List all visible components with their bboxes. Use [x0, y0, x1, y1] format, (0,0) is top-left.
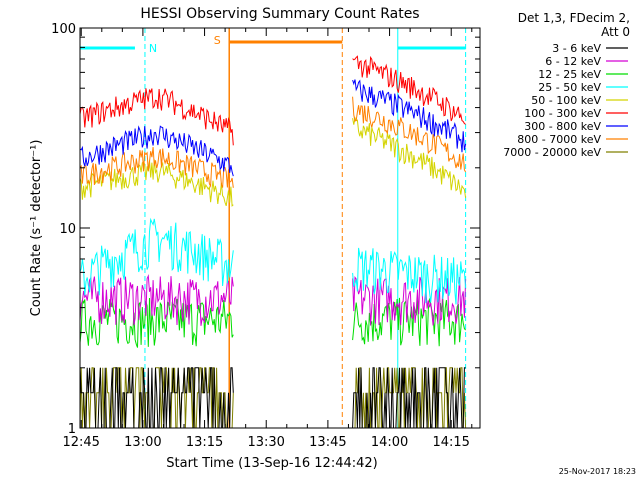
x-tick-label: 13:15 [186, 435, 223, 450]
series-line-6-1 [352, 79, 467, 153]
series-line-3-0 [79, 217, 234, 296]
legend-header: Det 1,3, FDecim 2, [518, 11, 630, 25]
series-line-2-0 [79, 297, 234, 348]
x-axis: 12:45 13:00 13:15 13:30 13:45 14:00 14:15 [62, 28, 473, 450]
series-7 [79, 96, 467, 188]
series-line-1-0 [79, 274, 234, 326]
legend-label-3: 25 - 50 keV [538, 81, 601, 94]
series-line-7-0 [79, 147, 234, 188]
series-line-3-1 [352, 247, 467, 305]
series-line-7-1 [352, 96, 467, 173]
series-0 [79, 367, 466, 429]
x-tick-label: 13:45 [309, 435, 346, 450]
plot-area: NS [79, 28, 467, 429]
series-line-5-1 [352, 55, 466, 125]
series-line-6-0 [79, 125, 234, 177]
annotation-label: S [214, 34, 221, 47]
annotation-label: N [149, 42, 157, 55]
y-tick-label: 100 [51, 22, 76, 37]
y-axis-label: Count Rate (s⁻¹ detector⁻¹) [29, 140, 44, 317]
legend-header-2: Att 0 [601, 25, 630, 39]
legend-label-4: 50 - 100 keV [531, 94, 601, 107]
legend-label-7: 800 - 7000 keV [517, 133, 601, 146]
series-line-5-0 [79, 88, 234, 146]
legend-label-1: 6 - 12 keV [545, 55, 601, 68]
series-6 [79, 79, 467, 177]
y-axis: 1 10 100 [51, 22, 480, 437]
x-tick-label: 13:00 [124, 435, 161, 450]
legend-label-6: 300 - 800 keV [524, 120, 601, 133]
series-4 [79, 116, 467, 207]
x-tick-label: 13:30 [247, 435, 284, 450]
series-line-4-0 [79, 159, 234, 207]
series-line-2-1 [352, 297, 466, 347]
series-5 [79, 55, 466, 146]
annotation-saa-2: S [214, 28, 343, 428]
x-tick-label: 14:00 [371, 435, 408, 450]
y-tick-label: 1 [68, 422, 76, 437]
x-tick-label: 12:45 [62, 435, 99, 450]
x-tick-label: 14:15 [432, 435, 469, 450]
legend-label-5: 100 - 300 keV [524, 107, 601, 120]
legend-label-2: 12 - 25 keV [538, 68, 601, 81]
legend-label-0: 3 - 6 keV [552, 42, 601, 55]
series-3 [79, 217, 467, 305]
legend-label-8: 7000 - 20000 keV [503, 146, 601, 159]
series-line-4-1 [352, 116, 467, 198]
series-line-0-1 [352, 367, 466, 429]
y-tick-label: 10 [59, 222, 76, 237]
series-2 [79, 297, 466, 348]
series-line-0-0 [79, 367, 234, 429]
x-axis-label: Start Time (13-Sep-16 12:44:42) [166, 456, 377, 471]
annotation-night-1 [397, 28, 467, 428]
chart-title: HESSI Observing Summary Count Rates [140, 6, 419, 22]
footer-timestamp: 25-Nov-2017 18:23 [559, 467, 636, 476]
